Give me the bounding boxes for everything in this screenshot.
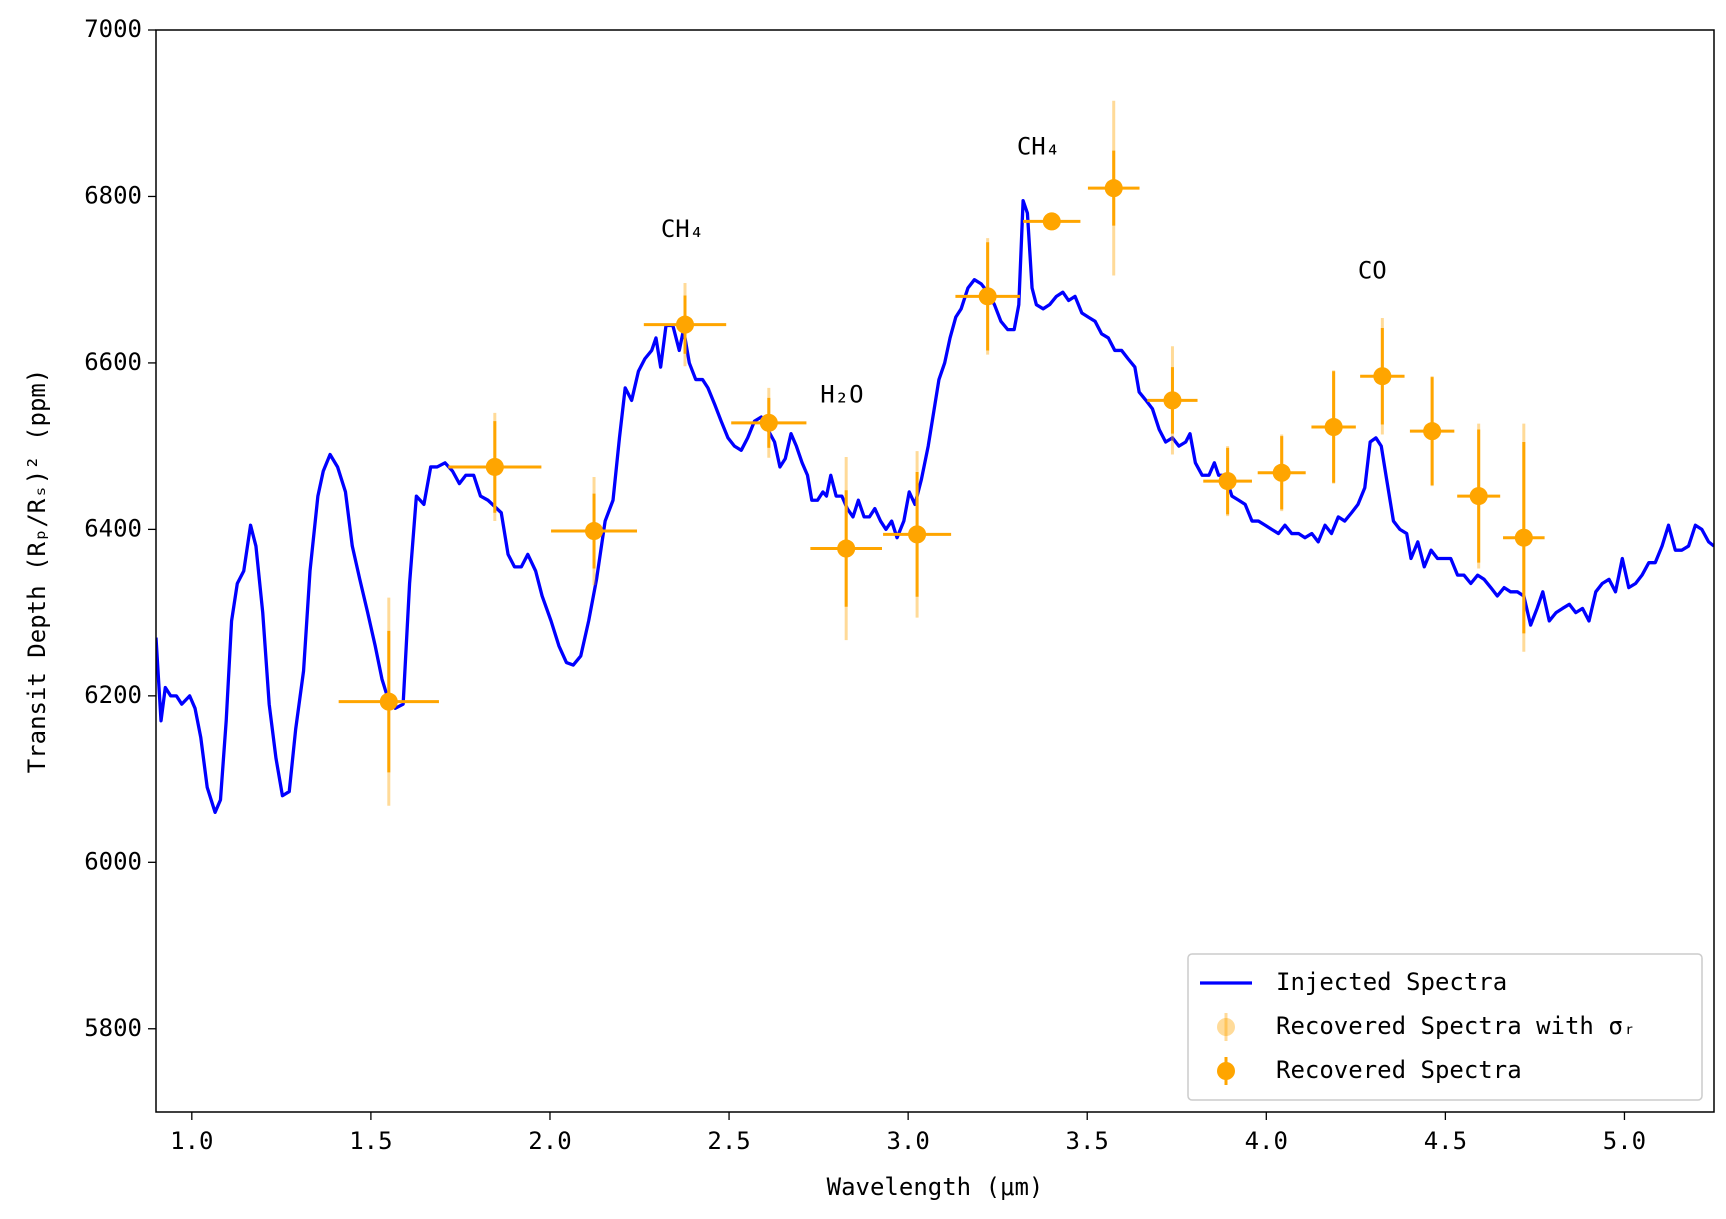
annotation: CH₄	[1017, 132, 1060, 160]
data-point	[1469, 487, 1488, 506]
data-point	[379, 692, 398, 711]
plot-area	[156, 100, 1714, 815]
data-point	[1163, 391, 1182, 410]
x-tick-label: 3.0	[886, 1127, 929, 1155]
y-tick-label: 7000	[84, 15, 142, 43]
y-tick-label: 6400	[84, 514, 142, 542]
x-tick-label: 1.5	[349, 1127, 392, 1155]
x-tick-label: 4.0	[1245, 1127, 1288, 1155]
x-tick-label: 5.0	[1603, 1127, 1646, 1155]
y-tick-label: 6800	[84, 181, 142, 209]
data-point	[1373, 367, 1392, 386]
x-tick-label: 2.5	[707, 1127, 750, 1155]
y-tick-label: 6000	[84, 847, 142, 875]
y-tick-label: 6200	[84, 681, 142, 709]
x-tick-label: 3.5	[1066, 1127, 1109, 1155]
data-point	[1423, 422, 1442, 441]
data-point	[1514, 528, 1533, 547]
data-point	[1042, 212, 1061, 231]
legend-marker	[1217, 1062, 1235, 1080]
data-point	[585, 522, 604, 541]
legend-box	[1187, 953, 1703, 1101]
legend-marker	[1217, 1018, 1235, 1036]
data-point	[978, 287, 997, 306]
data-point	[759, 413, 778, 432]
y-tick-label: 5800	[84, 1014, 142, 1042]
data-point	[1104, 179, 1123, 198]
data-point	[1324, 418, 1343, 437]
x-tick-label: 1.0	[170, 1127, 213, 1155]
data-point	[908, 525, 927, 544]
legend-label: Recovered Spectra	[1276, 1056, 1522, 1084]
x-axis-label: Wavelength (μm)	[827, 1173, 1044, 1201]
y-axis-label: Transit Depth (Rₚ/Rₛ)² (ppm)	[23, 369, 51, 774]
spectrum-line	[156, 198, 1714, 815]
y-tick-label: 6600	[84, 348, 142, 376]
data-point	[1218, 472, 1237, 491]
data-point	[485, 457, 504, 476]
data-point	[1272, 463, 1291, 482]
annotation: CH₄	[661, 215, 704, 243]
data-point	[676, 315, 695, 334]
annotation: H₂O	[820, 380, 863, 408]
x-tick-label: 2.0	[528, 1127, 571, 1155]
data-point	[837, 539, 856, 558]
legend-label: Recovered Spectra with σᵣ	[1276, 1012, 1637, 1040]
axes-frame	[155, 29, 1715, 1113]
legend-label: Injected Spectra	[1276, 968, 1507, 996]
x-tick-label: 4.5	[1424, 1127, 1467, 1155]
annotation: CO	[1358, 256, 1387, 284]
